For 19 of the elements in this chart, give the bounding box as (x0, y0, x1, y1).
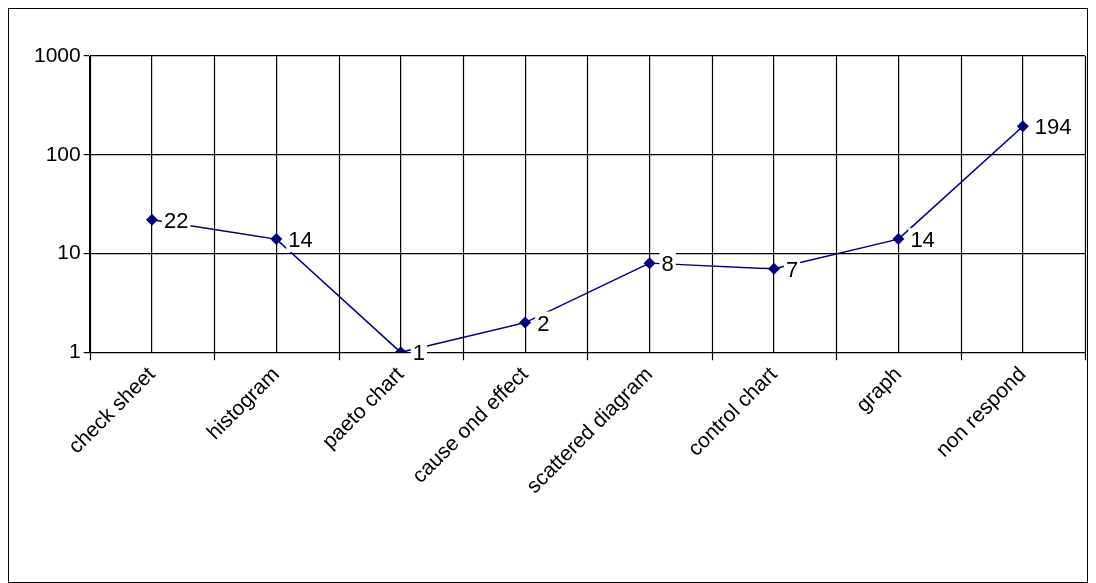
point (643, 257, 656, 270)
point (270, 233, 283, 246)
y-tick-label: 1 (69, 339, 81, 363)
data-label: 14 (288, 227, 313, 253)
point (145, 213, 158, 226)
point (519, 316, 532, 329)
y-tick-label: 100 (45, 141, 81, 165)
data-label: 8 (661, 251, 674, 277)
data-label: 22 (163, 207, 189, 233)
point (1016, 120, 1029, 133)
data-label: 14 (910, 227, 935, 253)
y-tick-label: 10 (57, 240, 81, 264)
data-label: 1 (412, 340, 425, 366)
y-tick-label: 1000 (34, 42, 81, 66)
point (767, 262, 780, 275)
data-label: 7 (785, 256, 799, 282)
data-label: 2 (537, 310, 550, 336)
data-label: 194 (1034, 114, 1072, 140)
point (892, 233, 905, 246)
